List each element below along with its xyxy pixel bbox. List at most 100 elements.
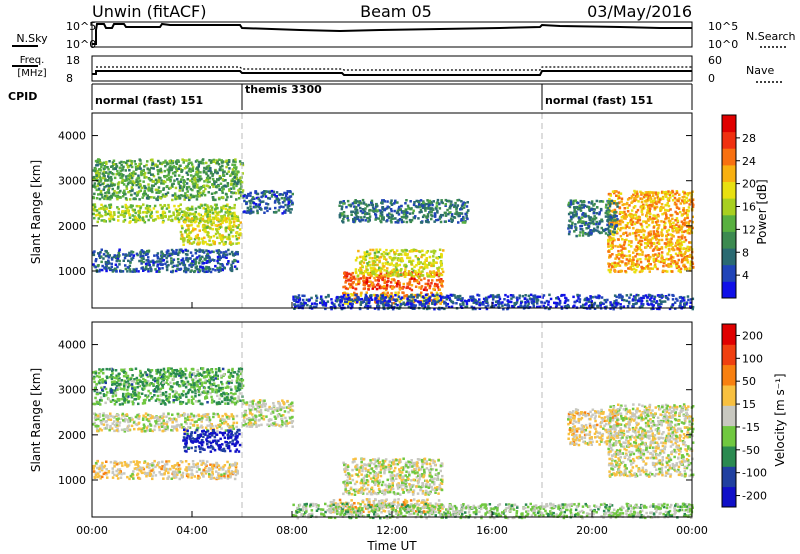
data-cell: [191, 177, 194, 180]
data-cell: [640, 299, 644, 303]
data-cell: [358, 268, 361, 272]
data-cell: [194, 207, 198, 210]
data-cell: [640, 225, 644, 228]
data-cell: [370, 269, 373, 273]
data-cell: [615, 295, 618, 299]
data-cell: [286, 196, 289, 200]
data-cell: [284, 192, 288, 195]
data-cell: [96, 213, 100, 216]
data-cell: [674, 252, 678, 256]
data-cell: [137, 214, 140, 217]
data-cell: [428, 255, 432, 259]
data-cell: [686, 245, 689, 249]
data-cell: [207, 210, 210, 214]
data-cell: [366, 296, 369, 300]
data-cell: [567, 203, 570, 207]
data-cell: [219, 266, 222, 269]
data-cell: [621, 220, 625, 224]
data-cell: [234, 180, 237, 184]
data-cell: [391, 271, 394, 275]
data-cell: [438, 288, 441, 291]
data-cell: [99, 251, 102, 254]
data-cell: [343, 285, 347, 288]
data-cell: [606, 223, 609, 227]
data-cell: [224, 228, 227, 231]
data-cell: [405, 249, 408, 252]
data-cell: [108, 219, 112, 223]
data-cell: [270, 189, 274, 193]
data-cell: [617, 194, 620, 197]
data-cell: [111, 215, 115, 218]
data-cell: [122, 161, 126, 164]
data-cell: [107, 212, 110, 216]
data-cell: [204, 207, 207, 211]
data-cell: [236, 252, 239, 256]
data-cell: [676, 299, 679, 302]
data-cell: [578, 300, 581, 304]
data-cell: [623, 210, 626, 214]
data-cell: [565, 306, 568, 309]
data-cell: [666, 202, 669, 205]
data-cell: [203, 226, 206, 230]
data-cell: [436, 257, 439, 260]
data-cell: [194, 180, 197, 184]
data-cell: [676, 247, 679, 250]
data-cell: [210, 192, 214, 195]
data-cell: [454, 296, 457, 299]
data-cell: [364, 303, 368, 307]
data-cell: [103, 167, 106, 170]
data-cell: [343, 276, 346, 279]
data-cell: [205, 226, 208, 229]
data-cell: [644, 236, 647, 239]
data-cell: [189, 193, 193, 197]
data-cell: [634, 255, 637, 258]
data-cell: [96, 184, 99, 188]
data-cell: [159, 257, 162, 261]
data-cell: [150, 211, 153, 214]
data-cell: [545, 299, 549, 303]
data-cell: [163, 204, 166, 207]
data-cell: [575, 234, 578, 238]
data-cell: [430, 282, 433, 285]
data-cell: [290, 208, 293, 211]
data-cell: [284, 203, 287, 207]
data-cell: [657, 191, 660, 195]
data-cell: [165, 256, 168, 260]
data-cell: [380, 286, 383, 289]
data-cell: [416, 296, 419, 299]
data-cell: [197, 165, 200, 168]
data-cell: [671, 270, 674, 273]
data-cell: [630, 262, 634, 266]
data-cell: [113, 189, 116, 193]
data-cell: [363, 253, 367, 257]
data-cell: [149, 214, 152, 218]
data-cell: [518, 294, 521, 297]
data-cell: [572, 214, 576, 218]
data-cell: [538, 295, 542, 299]
data-cell: [509, 294, 513, 297]
data-cell: [396, 293, 400, 297]
data-cell: [128, 268, 132, 271]
data-cell: [99, 178, 103, 182]
data-cell: [522, 305, 525, 308]
data-cell: [112, 163, 116, 166]
data-cell: [586, 298, 590, 301]
data-cell: [209, 259, 213, 262]
data-cell: [440, 255, 443, 259]
data-cell: [213, 259, 216, 262]
data-cell: [105, 267, 108, 271]
data-cell: [389, 270, 393, 274]
data-cell: [598, 222, 601, 225]
data-cell: [598, 231, 602, 235]
data-cell: [620, 227, 623, 230]
data-cell: [111, 165, 114, 168]
data-cell: [134, 220, 137, 224]
data-cell: [172, 258, 176, 261]
data-cell: [191, 212, 194, 216]
data-cell: [686, 231, 690, 235]
data-cell: [649, 217, 652, 221]
data-cell: [215, 159, 218, 162]
data-cell: [623, 239, 627, 242]
data-cell: [381, 295, 384, 298]
data-cell: [389, 281, 393, 284]
